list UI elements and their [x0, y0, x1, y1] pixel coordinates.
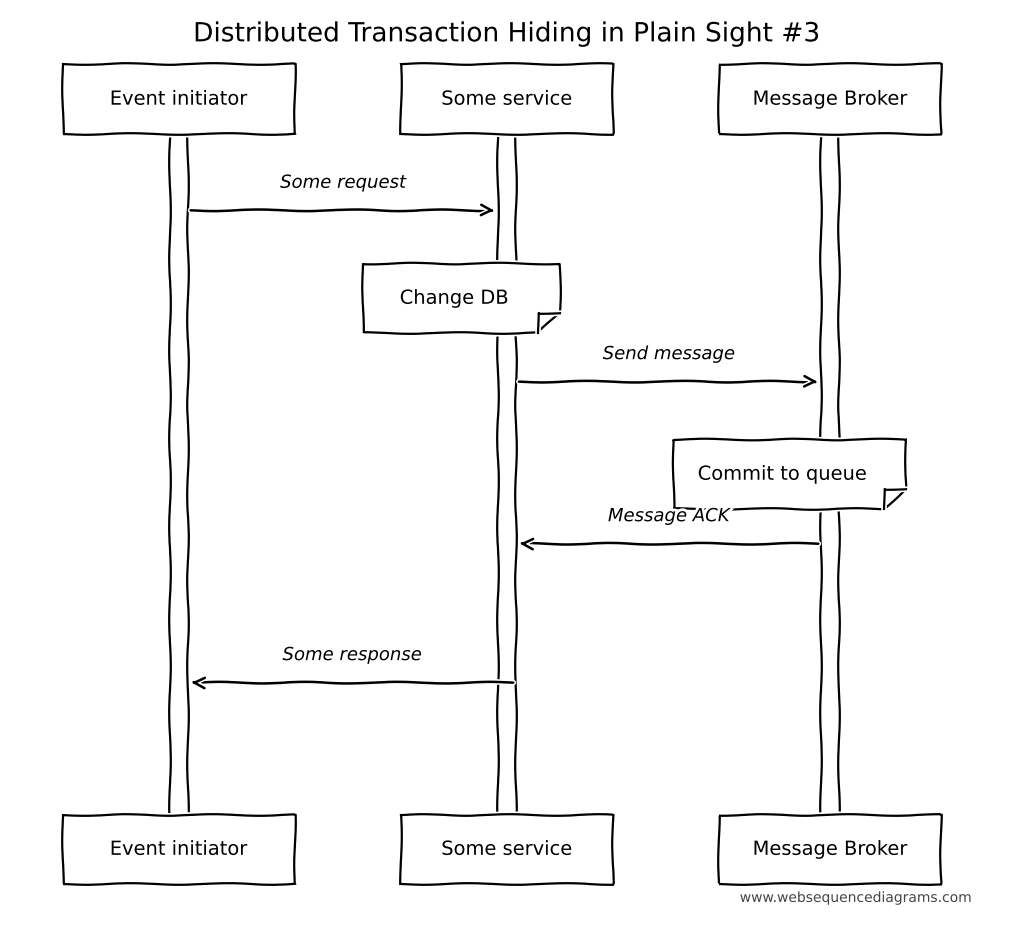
Bar: [63, 64, 295, 134]
Text: Some service: Some service: [441, 840, 573, 858]
Text: Commit to queue: Commit to queue: [698, 465, 867, 484]
Text: Message ACK: Message ACK: [608, 507, 729, 525]
Bar: [401, 64, 613, 134]
Text: www.websequencediagrams.com: www.websequencediagrams.com: [740, 891, 971, 905]
Text: Send message: Send message: [602, 345, 734, 363]
Text: Some request: Some request: [280, 174, 406, 192]
Bar: [821, 134, 840, 815]
Bar: [63, 815, 295, 884]
Polygon shape: [363, 263, 560, 333]
Bar: [719, 64, 941, 134]
Text: Message Broker: Message Broker: [752, 840, 908, 858]
Text: Message Broker: Message Broker: [752, 89, 908, 109]
Text: Some service: Some service: [441, 89, 573, 109]
Bar: [719, 815, 941, 884]
Text: Some response: Some response: [283, 646, 422, 664]
Bar: [169, 134, 188, 815]
Text: Event initiator: Event initiator: [110, 89, 247, 109]
Polygon shape: [673, 440, 906, 509]
Text: Distributed Transaction Hiding in Plain Sight #3: Distributed Transaction Hiding in Plain …: [193, 21, 821, 47]
Bar: [498, 134, 516, 815]
Bar: [401, 815, 613, 884]
Text: Change DB: Change DB: [400, 289, 509, 308]
Text: Event initiator: Event initiator: [110, 840, 247, 858]
